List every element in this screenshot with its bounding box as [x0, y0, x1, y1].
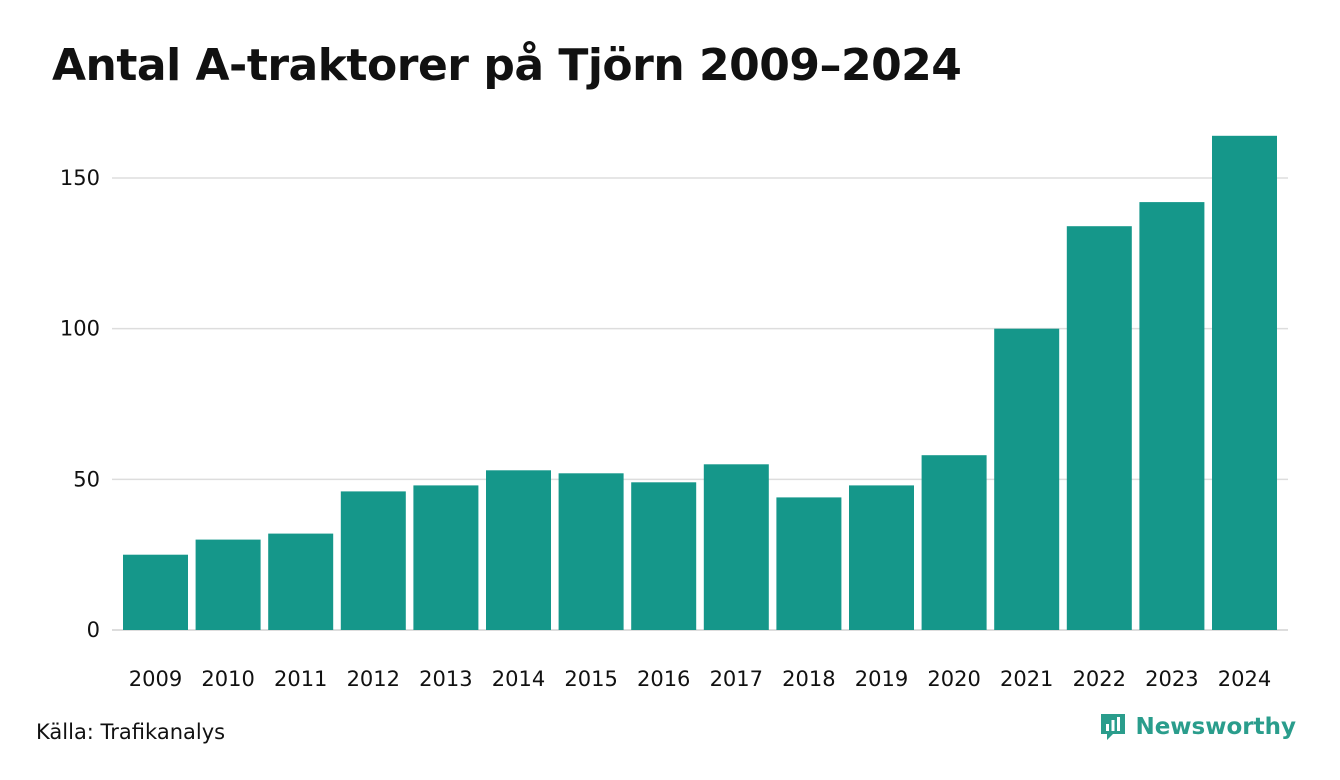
x-tick-label-2012: 2012 [347, 667, 400, 691]
newsworthy-logo-icon [1101, 714, 1126, 740]
x-tick-label-2016: 2016 [637, 667, 690, 691]
bar-2024 [1212, 135, 1277, 631]
y-tick-label: 150 [60, 166, 100, 190]
x-tick-label-2017: 2017 [710, 667, 763, 691]
bar-2023 [1139, 202, 1205, 630]
source-note: Källa: Trafikanalys [36, 720, 226, 744]
bars [123, 135, 1277, 631]
x-tick-label-2019: 2019 [855, 667, 908, 691]
bar-2011 [268, 533, 334, 630]
bar-2018 [776, 497, 842, 630]
bar-2009 [123, 554, 188, 630]
x-tick-label-2009: 2009 [129, 667, 182, 691]
x-tick-label-2010: 2010 [201, 667, 254, 691]
bar-2012 [340, 491, 406, 630]
x-tick-label-2011: 2011 [274, 667, 327, 691]
x-tick-label-2024: 2024 [1218, 667, 1271, 691]
bar-2022 [1066, 226, 1132, 630]
x-tick-label-2021: 2021 [1000, 667, 1053, 691]
bar-2010 [195, 539, 261, 630]
chart-title: Antal A-traktorer på Tjörn 2009–2024 [52, 40, 962, 91]
x-tick-label-2020: 2020 [927, 667, 980, 691]
bar-2019 [849, 485, 914, 630]
bar-2014 [486, 470, 551, 630]
bar-2020 [921, 455, 987, 630]
y-axis-ticks: 0 50 100 150 [60, 166, 100, 642]
brand-logo: Newsworthy [1099, 712, 1296, 742]
x-axis-ticks: 2009 2010 2011 2012 2013 2014 2015 2016 2017 2018… [129, 667, 1271, 691]
y-tick-label: 50 [73, 467, 100, 491]
bar-2017 [703, 464, 769, 630]
y-tick-label: 0 [87, 618, 100, 642]
bar-2013 [413, 485, 479, 630]
x-tick-label-2013: 2013 [419, 667, 472, 691]
x-tick-label-2014: 2014 [492, 667, 545, 691]
x-tick-label-2015: 2015 [564, 667, 617, 691]
bar-2016 [631, 482, 697, 630]
bar-2021 [994, 328, 1060, 630]
y-tick-label: 100 [60, 317, 100, 341]
bar-2015 [558, 473, 624, 630]
brand-name: Newsworthy [1135, 714, 1296, 740]
x-tick-label-2022: 2022 [1073, 667, 1126, 691]
x-tick-label-2023: 2023 [1145, 667, 1198, 691]
x-tick-label-2018: 2018 [782, 667, 835, 691]
